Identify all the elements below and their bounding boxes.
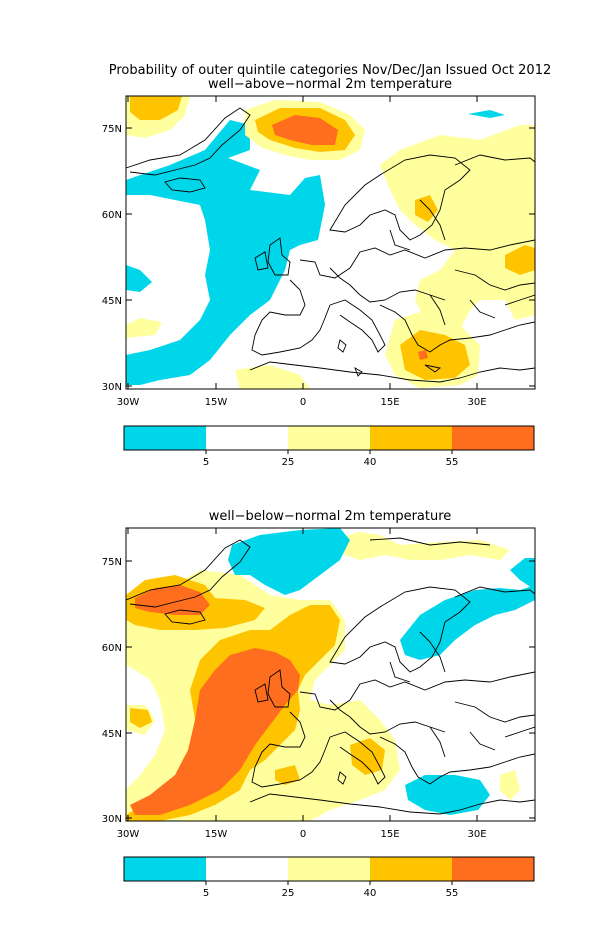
above-cyan-north-atlantic [126,120,325,385]
colorbar-above-label-25: 25 [282,457,295,468]
map-frame-above [125,95,536,390]
below-lat-30n: 30N [102,814,122,825]
below-orange-italy [350,738,385,775]
colorbar-below-label-5: 5 [203,888,209,899]
below-lat-75n: 75N [102,557,122,568]
below-cyan-east [510,558,535,590]
below-lon-0: 0 [300,829,306,840]
above-lon-30w: 30W [117,397,140,408]
above-coastlines [126,107,535,383]
below-cyan-scandinavia [400,585,535,660]
above-lon-30e: 30E [467,397,486,408]
below-cyan-greece [405,775,490,815]
colorbar-above: 5 25 40 55 [123,425,535,468]
panel-2-subtitle: well−below−normal 2m temperature [208,509,452,524]
below-red-main [130,648,300,815]
map-panel-below [126,528,535,821]
below-cyan-north [228,528,350,595]
above-orange-scand-patch [415,195,438,222]
colorbar-below-label-55: 55 [446,888,459,899]
above-red-greece-dot [418,350,428,360]
below-lon-15e: 15E [380,829,399,840]
below-lon-30w: 30W [117,829,140,840]
below-coastlines [126,537,535,815]
colorbar-below: 5 25 40 55 [123,856,535,899]
above-lon-15w: 15W [205,397,228,408]
below-yellow-east-small [500,770,520,800]
colorbar-below-label-25: 25 [282,888,295,899]
above-lat-75n: 75N [102,124,122,135]
above-orange-greece [400,330,470,380]
above-lon-15e: 15E [380,397,399,408]
above-yellow-iberia-south [235,365,310,389]
above-cyan-small-ne [468,110,505,118]
above-lat-30n: 30N [102,382,122,393]
chart-title: Probability of outer quintile categories… [108,63,552,78]
above-yellow-sw-small [126,318,162,338]
colorbar-above-label-40: 40 [364,457,377,468]
above-red-north [272,115,338,145]
colorbar-below-label-40: 40 [364,888,377,899]
above-orange-east [505,245,535,275]
below-lat-45n: 45N [102,729,122,740]
colorbar-above-label-55: 55 [446,457,459,468]
above-lat-45n: 45N [102,296,122,307]
below-orange-west-blob [130,708,152,728]
panel-1-subtitle: well−above−normal 2m temperature [208,77,452,92]
above-lon-0: 0 [300,397,306,408]
above-orange-nw [130,96,182,120]
below-yellow-north [330,532,510,560]
map-frame-below [125,527,536,822]
below-orange-spain [275,765,300,785]
above-yellow-scandinavia-east [380,125,535,330]
below-red-nw [135,585,210,615]
above-lat-60n: 60N [102,210,122,221]
below-lon-30e: 30E [467,829,486,840]
below-lat-60n: 60N [102,643,122,654]
above-cyan-west-blob [126,265,152,292]
colorbar-above-label-5: 5 [203,457,209,468]
below-lon-15w: 15W [205,829,228,840]
